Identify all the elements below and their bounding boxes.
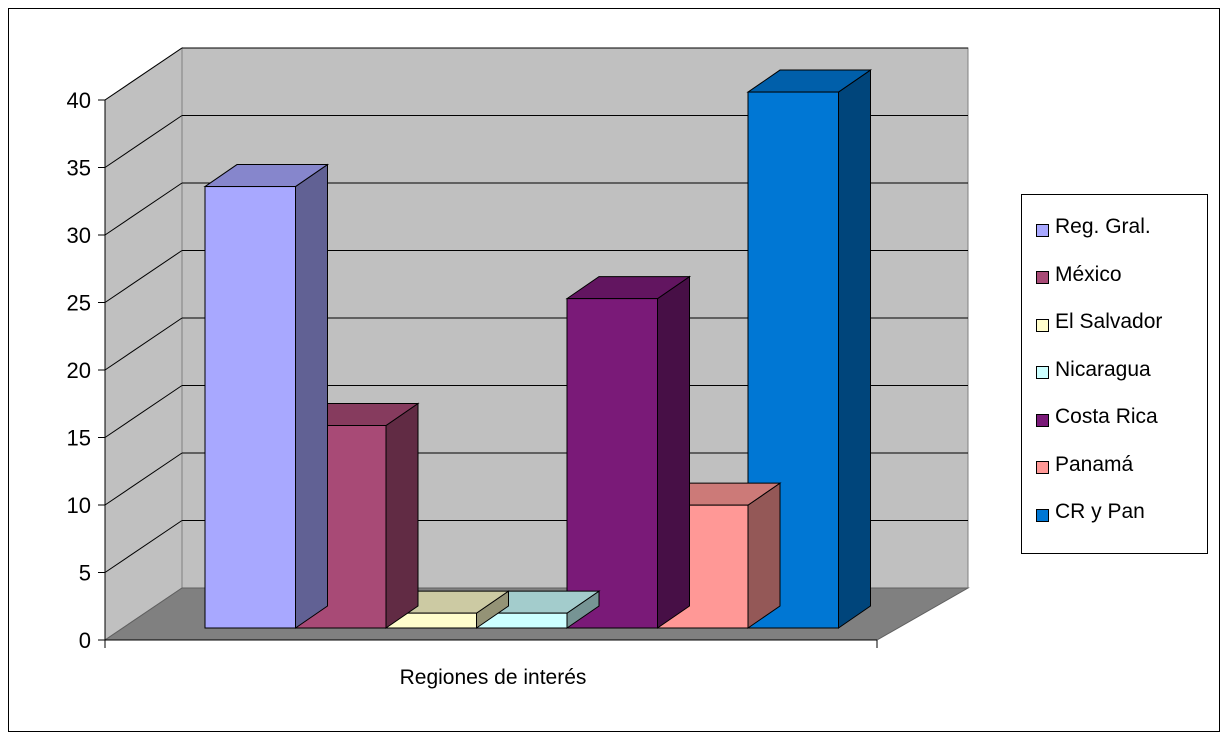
legend-label: Nicaragua bbox=[1055, 357, 1151, 381]
gridline-side bbox=[104, 250, 183, 303]
gridline-side bbox=[104, 115, 183, 168]
gridline-side bbox=[104, 520, 183, 573]
legend-label: México bbox=[1055, 262, 1122, 286]
y-tick-label: 30 bbox=[67, 223, 91, 248]
legend-label: Panamá bbox=[1055, 452, 1134, 476]
legend-item: Costa Rica bbox=[1036, 402, 1158, 432]
gridline-side bbox=[104, 385, 183, 438]
y-tick-label: 35 bbox=[67, 156, 91, 181]
legend-item: Nicaragua bbox=[1036, 355, 1151, 385]
y-tick-label: 0 bbox=[79, 628, 91, 653]
legend-item: Panamá bbox=[1036, 450, 1133, 480]
legend-swatch bbox=[1036, 318, 1049, 332]
bar-1 bbox=[203, 163, 330, 629]
bar-chart-3d: 0 5 10 15 20 25 30 35 40 Regiones de interés bbox=[67, 47, 970, 689]
legend-swatch bbox=[1036, 461, 1049, 474]
bar-side-face bbox=[747, 482, 781, 629]
bar-front-face bbox=[204, 186, 296, 629]
legend-swatch bbox=[1036, 223, 1049, 237]
legend-swatch bbox=[1036, 508, 1049, 522]
legend-swatch bbox=[1036, 413, 1049, 427]
legend-swatch bbox=[1036, 366, 1049, 379]
axes bbox=[98, 99, 878, 648]
bars bbox=[203, 69, 873, 629]
y-tick-label: 40 bbox=[67, 88, 91, 113]
y-tick-label: 25 bbox=[67, 291, 91, 316]
legend-label: Costa Rica bbox=[1055, 405, 1158, 428]
y-tick-label: 10 bbox=[67, 493, 91, 518]
gridline-side bbox=[104, 47, 183, 101]
y-tick-label: 15 bbox=[67, 426, 91, 451]
legend-item: El Salvador bbox=[1036, 307, 1162, 337]
y-tick-label: 20 bbox=[67, 358, 91, 383]
bar-front-face bbox=[566, 298, 658, 629]
bar-5 bbox=[565, 275, 692, 629]
gridline-side bbox=[104, 452, 183, 506]
bar-side-face bbox=[657, 275, 690, 629]
chart-frame: 0 5 10 15 20 25 30 35 40 Regiones de interés Reg… bbox=[8, 8, 1220, 732]
legend-swatch bbox=[1036, 271, 1049, 284]
y-tick-label: 5 bbox=[79, 561, 91, 586]
bar-side-face bbox=[838, 69, 871, 629]
legend-label: Reg. Gral. bbox=[1055, 215, 1151, 238]
legend-label: CR y Pan bbox=[1055, 500, 1145, 523]
legend: Reg. Gral. México El Salvador Nicaragua Cost… bbox=[1021, 194, 1208, 554]
legend-item: CR y Pan bbox=[1036, 497, 1145, 527]
legend-item: México bbox=[1036, 260, 1122, 290]
gridline-side bbox=[104, 182, 183, 236]
bar-7 bbox=[746, 69, 873, 629]
gridline-side bbox=[104, 317, 183, 371]
legend-item: Reg. Gral. bbox=[1036, 212, 1151, 242]
bar-side-face bbox=[385, 402, 419, 629]
x-axis-title: Regiones de interés bbox=[400, 666, 587, 689]
bar-side-face bbox=[295, 163, 328, 629]
legend-label: El Salvador bbox=[1055, 310, 1163, 333]
y-tick-labels: 0 5 10 15 20 25 30 35 40 bbox=[67, 88, 91, 653]
